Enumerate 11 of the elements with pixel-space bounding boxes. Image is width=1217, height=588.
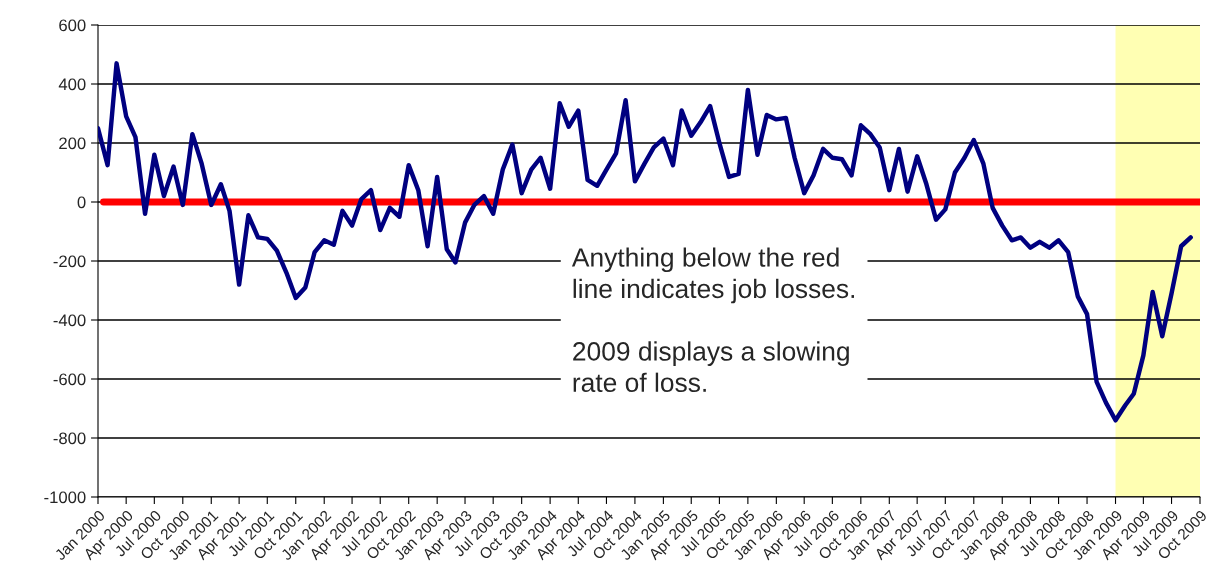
y-tick-label: -400 [53,314,86,327]
line-series [98,61,1193,423]
y-tick-label: -800 [53,432,86,445]
y-tick-label: -1000 [44,491,86,504]
y-tick-label: 600 [59,19,86,32]
y-tick-label: 0 [77,196,86,209]
y-tick-label: -600 [53,373,86,386]
y-tick-label: 400 [58,78,86,91]
text: Anything below the red line indicates job losses. 2009 displays a slowing rate of loss. [571,247,855,393]
y-tick-label: 200 [59,137,86,150]
y-tick-label: -200 [53,255,86,268]
